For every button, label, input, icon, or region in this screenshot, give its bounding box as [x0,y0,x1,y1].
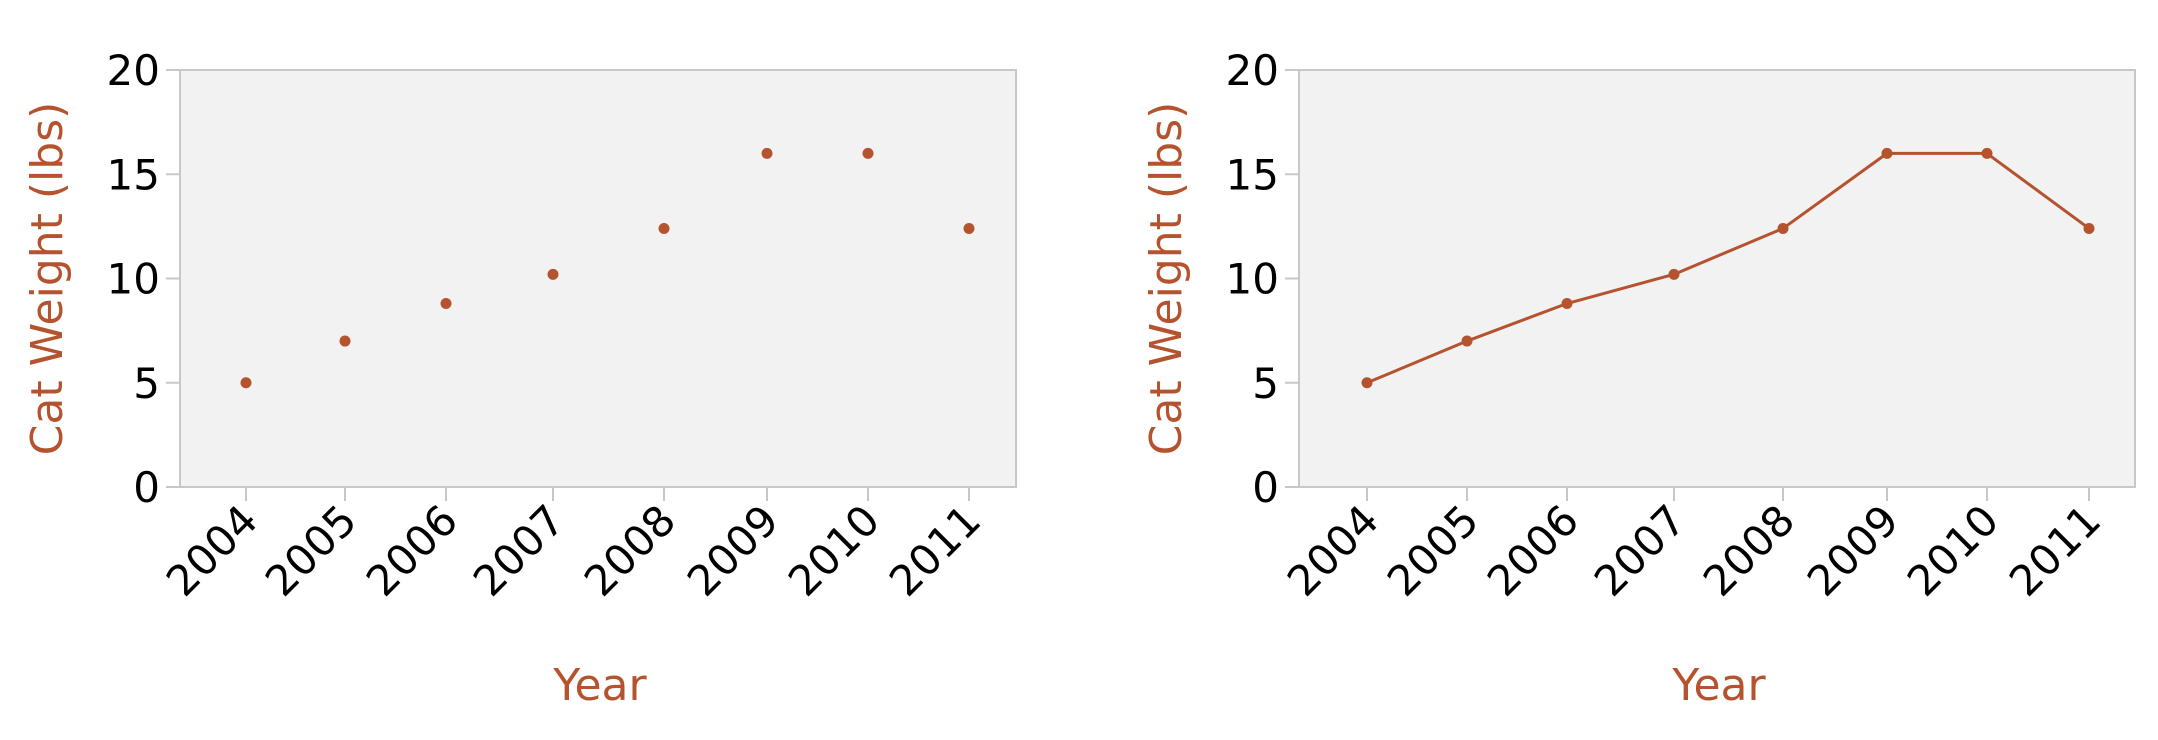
data-point [440,298,452,310]
y-tick-label: 15 [1226,150,1279,199]
x-tick-label: 2006 [357,495,467,605]
y-tick-label: 10 [107,255,160,304]
x-tick-label: 2011 [880,495,990,605]
y-tick-label: 20 [1226,46,1279,95]
data-point [2083,222,2095,234]
x-tick-label: 2011 [2000,495,2110,605]
data-point [1461,335,1473,347]
y-tick-label: 0 [1252,463,1279,512]
data-point [1881,147,1893,159]
data-point [658,222,670,234]
x-tick-label: 2005 [256,495,366,605]
data-point [1981,147,1993,159]
y-tick-label: 0 [133,463,160,512]
chart-panel-2: 0 5 10 15 20 20042005200620072008200920102011… [1141,46,2136,711]
x-tick-label: 2007 [1585,495,1695,605]
x-tick-label: 2005 [1378,495,1488,605]
x-tick-label: 2004 [1278,495,1388,605]
y-tick-label: 5 [133,359,160,408]
data-point [862,147,874,159]
y-tick-label: 10 [1226,255,1279,304]
data-point [339,335,351,347]
data-point [547,268,559,280]
y-axis-title: Cat Weight (lbs) [22,102,73,456]
data-point [1361,377,1373,389]
y-axis-title: Cat Weight (lbs) [1141,102,1192,456]
x-tick-label: 2010 [1898,495,2008,605]
x-tick-label: 2010 [779,495,889,605]
data-point [1668,268,1680,280]
x-tick-label: 2006 [1478,495,1588,605]
x-tick-label: 2004 [157,495,267,605]
data-point [240,377,252,389]
y-tick-label: 20 [107,46,160,95]
x-tick-label: 2009 [678,495,788,605]
plot-area [179,69,1017,488]
data-point [1561,298,1573,310]
data-point [963,222,975,234]
x-tick-label: 2008 [575,495,685,605]
plot-area [1298,69,2136,488]
y-tick-label: 5 [1252,359,1279,408]
x-tick-label: 2008 [1694,495,1804,605]
y-tick-label: 15 [107,150,160,199]
x-tick-label: 2007 [464,495,574,605]
series-line [1366,151,2090,385]
data-point [761,147,773,159]
x-tick-label: 2009 [1798,495,1908,605]
x-axis-title: Year [552,660,647,711]
x-axis-title: Year [1671,660,1766,711]
data-point [1777,222,1789,234]
